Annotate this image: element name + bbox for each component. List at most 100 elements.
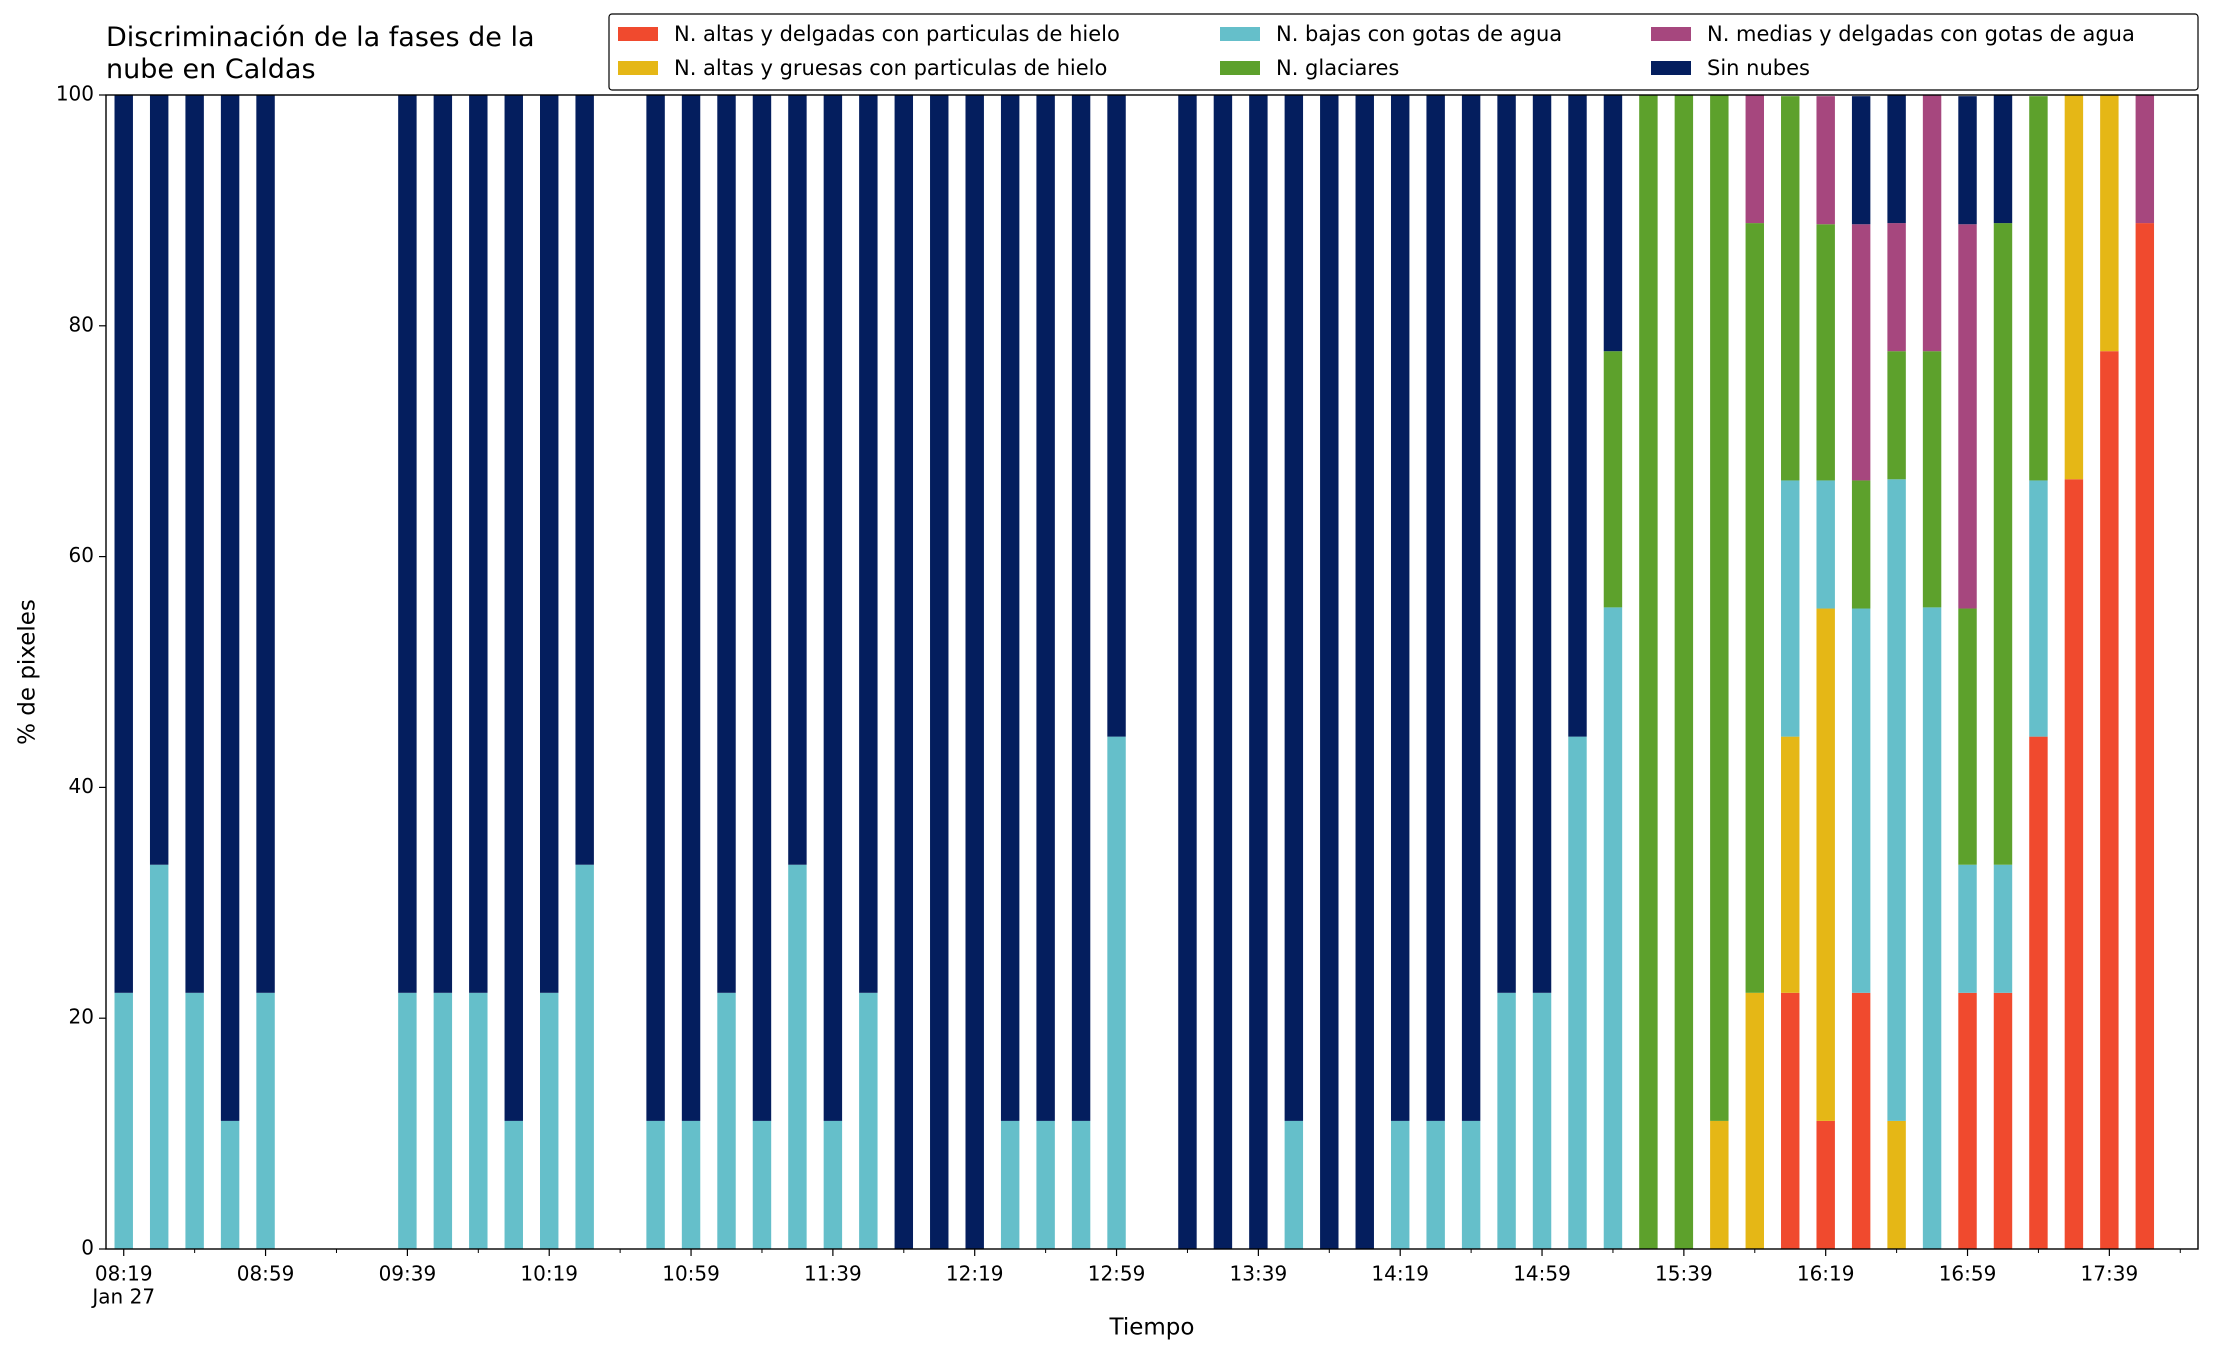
bar-segment bbox=[1851, 96, 1871, 225]
bar-segment bbox=[717, 992, 736, 1249]
bar-segment bbox=[1816, 224, 1835, 481]
x-tick-label: 08:19 bbox=[95, 1262, 153, 1286]
bar-segment bbox=[114, 95, 133, 993]
y-tick-label: 40 bbox=[69, 774, 94, 798]
x-tick-label: 16:19 bbox=[1797, 1262, 1855, 1286]
bar-segment bbox=[1284, 1120, 1304, 1249]
plot-frame bbox=[105, 94, 2199, 1250]
bar-segment bbox=[1497, 992, 1516, 1249]
legend-label: N. bajas con gotas de agua bbox=[1276, 22, 1562, 46]
x-axis-label: Tiempo bbox=[1109, 1315, 1195, 1341]
bar-segment bbox=[1851, 992, 1871, 1249]
bar-segment bbox=[1107, 95, 1126, 737]
bar-segment bbox=[1178, 95, 1197, 1249]
bar-segment bbox=[646, 95, 665, 1121]
bar-segment bbox=[114, 992, 133, 1249]
bar-segment bbox=[965, 95, 984, 1249]
legend-swatch bbox=[618, 61, 658, 75]
bar-segment bbox=[1036, 1120, 1055, 1249]
bar-segment bbox=[823, 1120, 843, 1249]
bar-segment bbox=[1071, 1120, 1091, 1249]
bar-segment bbox=[1958, 224, 1977, 609]
bar-segment bbox=[1497, 95, 1516, 993]
bar-segment bbox=[1922, 607, 1942, 1249]
bar-segment bbox=[1568, 736, 1587, 1249]
bar-segment bbox=[1745, 223, 1764, 993]
legend: N. altas y delgadas con particulas de hi… bbox=[608, 13, 2199, 91]
bar-segment bbox=[220, 95, 240, 1121]
bar-segment bbox=[1887, 223, 1906, 352]
x-tick-label: 12:19 bbox=[946, 1262, 1004, 1286]
bar-segment bbox=[1568, 95, 1587, 737]
legend-swatch bbox=[1651, 27, 1691, 41]
bar-segment bbox=[1532, 992, 1552, 1249]
bar-segment bbox=[2029, 480, 2048, 737]
bar-segment bbox=[1816, 480, 1835, 609]
bar-segment bbox=[1816, 608, 1835, 1121]
bar-segment bbox=[2135, 95, 2155, 224]
bar-segment bbox=[1426, 1120, 1445, 1249]
bar-segment bbox=[1461, 95, 1481, 1121]
bar-segment bbox=[433, 95, 453, 993]
bar-segment bbox=[398, 992, 417, 1249]
bar-segment bbox=[1781, 736, 1800, 993]
legend-swatch bbox=[1651, 61, 1691, 75]
bar-segment bbox=[930, 95, 949, 1249]
bar-segment bbox=[1922, 351, 1942, 608]
legend-label: N. glaciares bbox=[1276, 56, 1399, 80]
bar-segment bbox=[149, 95, 169, 865]
x-tick-label: 10:19 bbox=[520, 1262, 578, 1286]
bar-segment bbox=[1745, 95, 1764, 224]
bar-segment bbox=[504, 1120, 523, 1249]
bar-segment bbox=[1284, 95, 1304, 1121]
x-tick-label: 14:59 bbox=[1513, 1262, 1571, 1286]
bar-segment bbox=[1603, 607, 1623, 1249]
bar-segment bbox=[1887, 479, 1906, 1121]
bar-segment bbox=[752, 95, 772, 1121]
legend-label: N. medias y delgadas con gotas de agua bbox=[1707, 22, 2135, 46]
x-tick-label: 14:19 bbox=[1371, 1262, 1429, 1286]
bar-segment bbox=[2135, 223, 2155, 1249]
bar-segment bbox=[540, 992, 559, 1249]
bar-segment bbox=[1958, 992, 1977, 1249]
x-tick-label: 17:39 bbox=[2081, 1262, 2139, 1286]
bar-segment bbox=[220, 1120, 240, 1249]
x-tick-label: 12:59 bbox=[1088, 1262, 1146, 1286]
bar-segment bbox=[2100, 351, 2119, 1249]
y-tick-label: 20 bbox=[69, 1005, 94, 1029]
legend-label: N. altas y delgadas con particulas de hi… bbox=[674, 22, 1120, 46]
bar-segment bbox=[1320, 95, 1339, 1249]
bar-segment bbox=[2064, 479, 2084, 1250]
bar-segment bbox=[2100, 95, 2119, 352]
bar-segment bbox=[256, 95, 275, 993]
bar-segment bbox=[1851, 480, 1871, 609]
y-axis-label: % de pixeles bbox=[15, 599, 41, 745]
bar-segment bbox=[1922, 95, 1942, 352]
bar-segment bbox=[469, 992, 488, 1249]
bar-segment bbox=[575, 864, 594, 1249]
x-tick-label: 13:39 bbox=[1230, 1262, 1288, 1286]
y-tick-label: 60 bbox=[69, 543, 94, 567]
bar-segment bbox=[1816, 1120, 1835, 1249]
bar-segment bbox=[823, 95, 843, 1121]
chart-title: Discriminación de la fases de la nube en… bbox=[106, 22, 535, 85]
bar-segment bbox=[1036, 95, 1055, 1121]
bar-segment bbox=[1390, 95, 1410, 1121]
x-tick-label: 16:59 bbox=[1939, 1262, 1997, 1286]
bar-segment bbox=[398, 95, 417, 993]
bar-segment bbox=[752, 1120, 772, 1249]
bar-segment bbox=[788, 864, 807, 1249]
x-tick-label: 15:39 bbox=[1655, 1262, 1713, 1286]
bar-segment bbox=[1426, 95, 1445, 1121]
bar-segment bbox=[1993, 992, 2013, 1249]
bar-segment bbox=[1851, 224, 1871, 481]
bar-segment bbox=[1887, 95, 1906, 224]
bar-segment bbox=[1213, 95, 1233, 1249]
bar-segment bbox=[2029, 96, 2048, 481]
legend-label: N. altas y gruesas con particulas de hie… bbox=[674, 56, 1107, 80]
bar-segment bbox=[646, 1120, 665, 1249]
x-tick-sublabel: Jan 27 bbox=[90, 1285, 155, 1309]
bar-segment bbox=[1071, 95, 1091, 1121]
